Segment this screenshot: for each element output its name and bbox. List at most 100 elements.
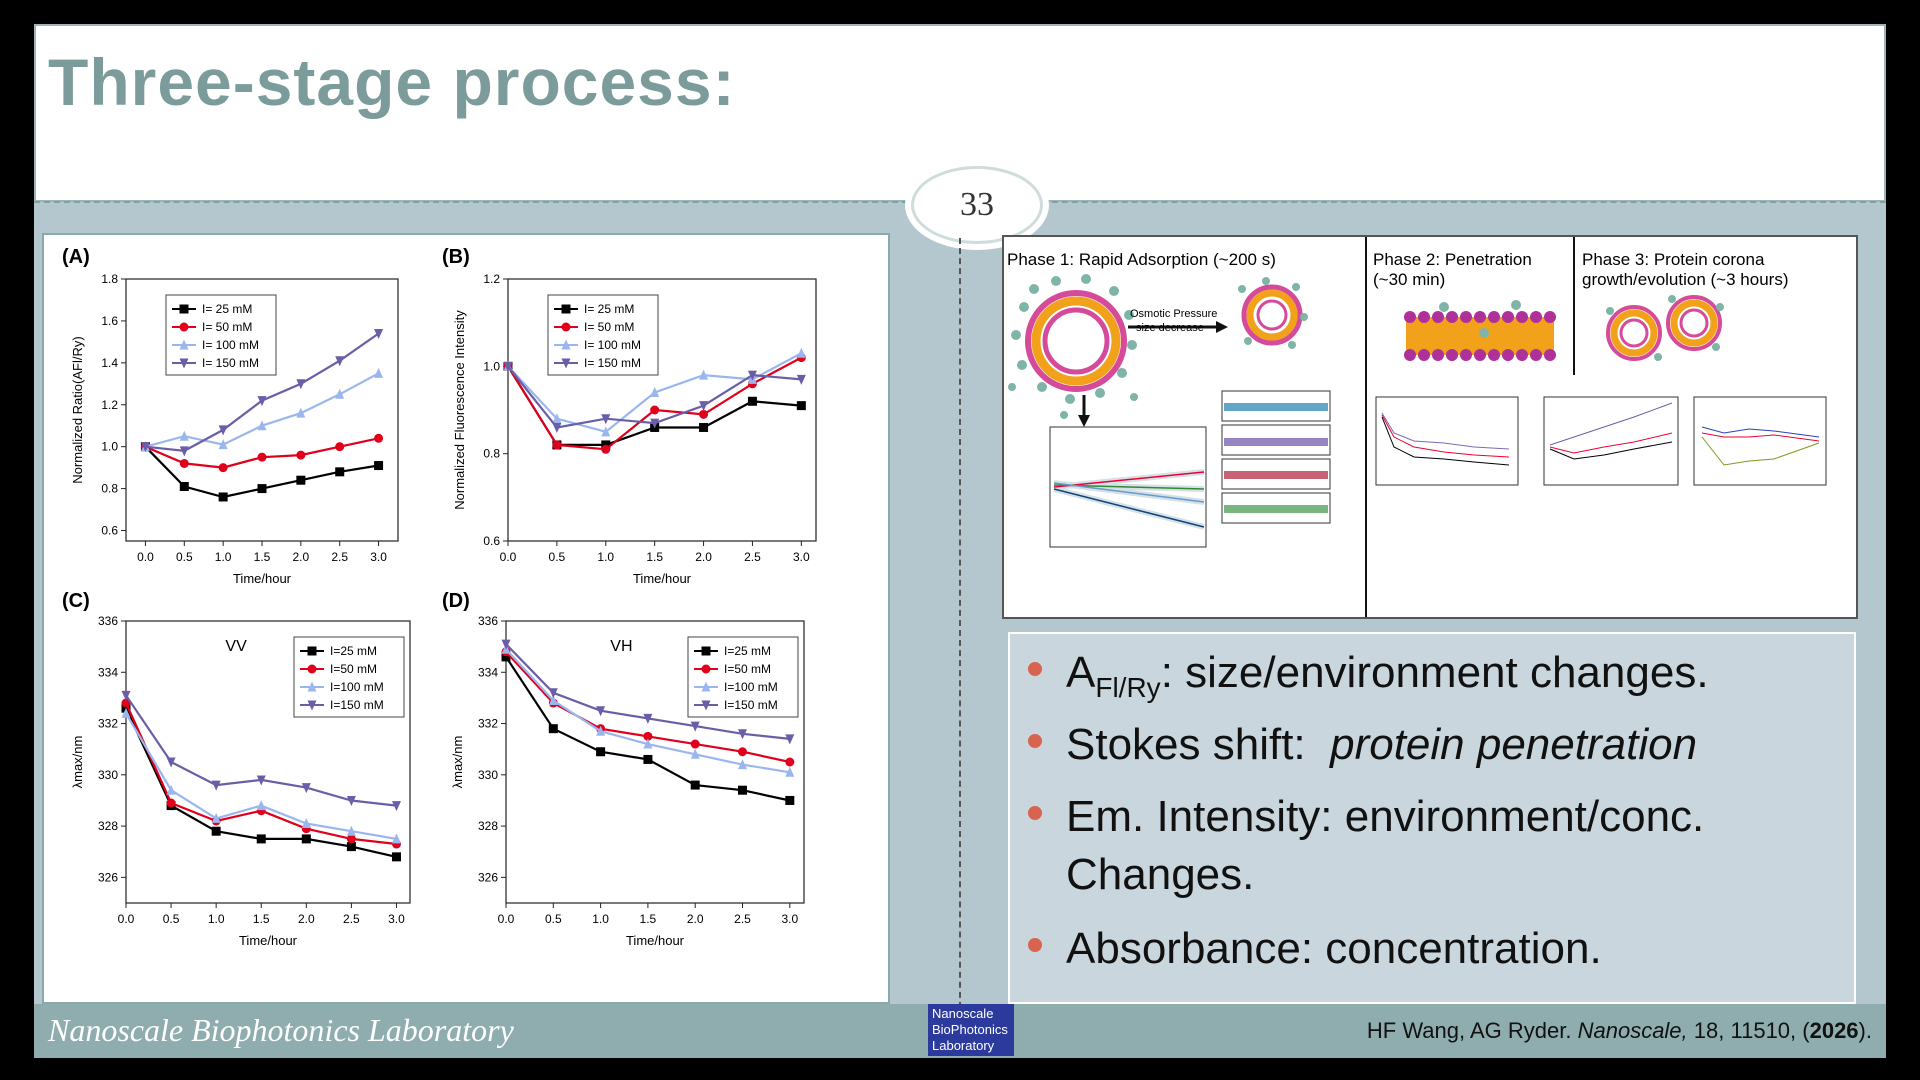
inset-plot-stack xyxy=(1221,390,1331,524)
plot-frame xyxy=(505,620,805,904)
legend-marker xyxy=(561,322,571,332)
x-tick-label: 2.0 xyxy=(695,550,712,564)
x-tick-label: 2.0 xyxy=(298,912,315,926)
data-point xyxy=(211,780,221,791)
x-tick-label: 1.0 xyxy=(215,550,232,564)
data-point xyxy=(256,800,266,811)
legend-entry: I= 100 mM xyxy=(202,338,259,352)
phase3-time: growth/evolution (~3 hours) xyxy=(1582,270,1788,289)
arrowhead-icon xyxy=(1078,415,1090,427)
phase2-title: Phase 2: Penetration xyxy=(1373,250,1532,269)
x-tick-label: 0.5 xyxy=(549,550,566,564)
data-point xyxy=(179,458,189,468)
legend-entry: I=25 mM xyxy=(724,644,771,658)
data-point xyxy=(738,747,748,757)
data-point xyxy=(552,440,562,450)
data-point xyxy=(785,734,795,745)
data-point xyxy=(391,833,401,844)
y-tick-label: 336 xyxy=(98,614,118,628)
legend-marker xyxy=(701,664,711,674)
y-tick-label: 1.4 xyxy=(101,356,118,370)
data-point xyxy=(179,430,189,441)
series-line xyxy=(124,702,397,846)
bilayer-icon xyxy=(1404,300,1556,361)
data-point xyxy=(121,690,131,701)
x-axis-label: Time/hour xyxy=(633,571,692,586)
legend-marker xyxy=(307,700,317,711)
legend-entry: I= 100 mM xyxy=(584,338,641,352)
arrowhead-icon xyxy=(1216,321,1228,333)
x-tick-label: 1.5 xyxy=(646,550,663,564)
x-tick-label: 1.5 xyxy=(254,550,271,564)
data-point xyxy=(650,418,660,429)
data-point xyxy=(601,444,611,454)
x-tick-label: 0.5 xyxy=(545,912,562,926)
data-point xyxy=(548,694,558,705)
data-point xyxy=(690,748,700,759)
legend-entry: I= 50 mM xyxy=(202,320,252,334)
x-axis-label: Time/hour xyxy=(239,933,298,948)
x-tick-label: 3.0 xyxy=(370,550,387,564)
legend-marker xyxy=(179,339,189,350)
data-point xyxy=(335,388,345,399)
data-point xyxy=(374,433,384,443)
data-point xyxy=(699,422,709,432)
x-tick-label: 3.0 xyxy=(388,912,405,926)
data-point xyxy=(596,725,606,736)
data-point xyxy=(166,757,176,768)
phase1-title: Phase 1: Rapid Adsorption (~200 s) xyxy=(1007,250,1276,269)
data-point xyxy=(643,754,653,764)
bullet-subscript: Fl/Ry xyxy=(1095,671,1161,703)
data-point xyxy=(301,818,311,829)
liposome-corona-icon xyxy=(1606,295,1724,361)
legend-entry: I=25 mM xyxy=(330,644,377,658)
data-point xyxy=(643,713,653,724)
data-point xyxy=(501,652,511,662)
vertical-divider xyxy=(959,238,961,1028)
data-point xyxy=(552,413,562,424)
plot-frame xyxy=(125,620,411,904)
y-tick-label: 326 xyxy=(98,870,118,884)
plot-frame xyxy=(507,278,817,542)
data-point xyxy=(257,420,267,431)
bullet-emphasis: protein penetration xyxy=(1330,720,1698,769)
x-tick-label: 3.0 xyxy=(781,912,798,926)
citation-end: ). xyxy=(1858,1018,1872,1043)
x-tick-label: 2.5 xyxy=(744,550,761,564)
data-point xyxy=(218,425,228,436)
data-point xyxy=(346,842,356,852)
data-point xyxy=(699,401,709,412)
bullet-dot xyxy=(1028,734,1042,749)
data-point xyxy=(738,785,748,795)
data-point xyxy=(218,439,228,450)
x-tick-label: 0.0 xyxy=(137,550,154,564)
liposome-large-icon xyxy=(1008,274,1138,419)
legend-entry: I= 50 mM xyxy=(584,320,634,334)
legend-entry: I=50 mM xyxy=(330,662,377,676)
legend-marker xyxy=(307,664,317,674)
data-point xyxy=(179,482,189,492)
panel-label: (D) xyxy=(442,590,470,612)
legend-marker xyxy=(179,322,189,332)
bullet-stokes: Stokes shift: protein penetration xyxy=(1028,720,1697,770)
inset-plot-phase3 xyxy=(1693,396,1827,486)
y-tick-label: 330 xyxy=(478,768,498,782)
bullet-dot xyxy=(1028,806,1042,821)
data-point xyxy=(503,361,513,372)
data-point xyxy=(747,370,757,381)
legend-marker xyxy=(307,646,317,656)
logo-line: Nanoscale xyxy=(932,1006,994,1021)
data-point xyxy=(301,834,311,844)
x-axis-label: Time/hour xyxy=(233,571,292,586)
data-point xyxy=(650,405,660,415)
bullet-text: Em. Intensity: environment/conc. xyxy=(1066,792,1705,841)
data-point xyxy=(346,834,356,844)
data-point xyxy=(121,707,131,718)
logo-line: Laboratory xyxy=(932,1038,995,1053)
data-point xyxy=(596,747,606,757)
y-tick-label: 330 xyxy=(98,768,118,782)
data-point xyxy=(501,639,511,650)
y-tick-label: 326 xyxy=(478,870,498,884)
phase-figure: Phase 1: Rapid Adsorption (~200 s) Phase… xyxy=(1002,235,1858,619)
legend-entry: I= 25 mM xyxy=(202,302,252,316)
